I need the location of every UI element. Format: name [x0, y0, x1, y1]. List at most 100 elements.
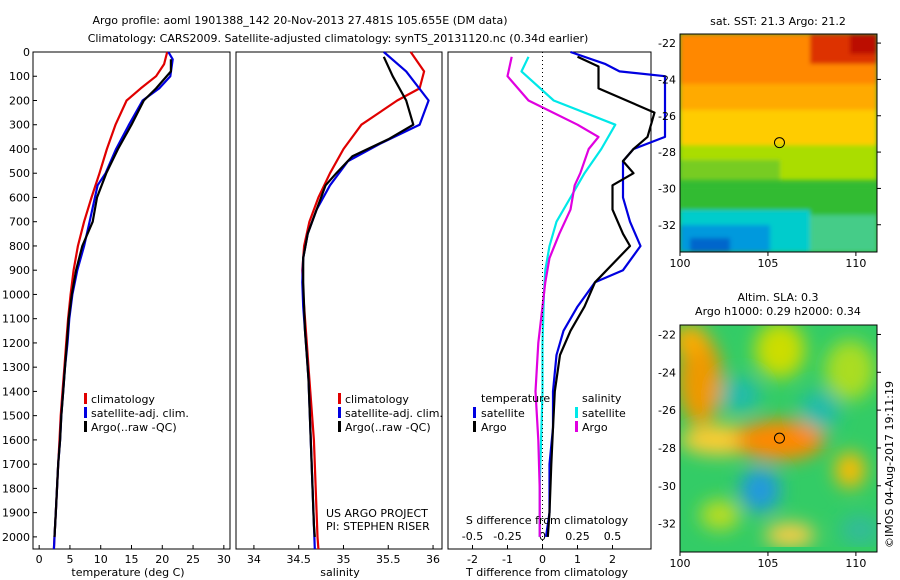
map-x-tick-label: 110	[845, 557, 866, 570]
sla-map-frame	[679, 324, 878, 553]
legend-climatology-swatch	[84, 393, 87, 404]
sla-heatmap	[680, 325, 877, 552]
project-label: US ARGO PROJECT	[326, 507, 428, 520]
map-y-tick-label: -26	[658, 110, 676, 123]
temperature-x-ticks: 0 5 10 15 20 25 30	[36, 545, 231, 566]
depth-tick-label: 0	[23, 46, 30, 59]
depth-tick-label: 1600	[2, 434, 30, 447]
depth-tick-label: 1400	[2, 385, 30, 398]
salinity-tick-label: 35	[336, 553, 350, 566]
depth-tick-label: 800	[9, 240, 30, 253]
map-y-tick-label: -24	[658, 366, 676, 379]
depth-tick-label: 1100	[2, 313, 30, 326]
s-difference-tick-label: -0.5	[462, 530, 483, 543]
depth-tick-label: 2000	[2, 531, 30, 544]
depth-tick-label: 1000	[2, 288, 30, 301]
depth-tick-label: 300	[9, 119, 30, 132]
depth-tick-label: 900	[9, 264, 30, 277]
sst-map-title: sat. SST: 21.3 Argo: 21.2	[710, 15, 846, 28]
s-difference-label: S difference from climatology	[466, 514, 629, 527]
salinity-x-ticks: 34 34.5 35 35.5 36	[247, 545, 440, 566]
s-difference-tick-label: -0.25	[493, 530, 521, 543]
t-difference-tick-label: 2	[609, 553, 616, 566]
title-line-2: Climatology: CARS2009. Satellite-adjuste…	[88, 32, 589, 45]
map-y-tick-label: -28	[658, 146, 676, 159]
difference-xlabel: T difference from climatology	[465, 566, 628, 579]
temperature-series-line	[53, 59, 172, 537]
salinity-series-line	[302, 56, 415, 537]
difference-series-line	[546, 55, 656, 537]
difference-legend: temperature satellite Argo salinity sate…	[473, 392, 626, 434]
temperature-tick-label: 25	[186, 553, 200, 566]
salinity-tick-label: 35.5	[376, 553, 401, 566]
legend-t-argo-label: Argo	[481, 421, 507, 434]
pi-label: PI: STEPHEN RISER	[326, 520, 430, 533]
temperature-xlabel: temperature (deg C)	[71, 566, 184, 579]
difference-plot-frame	[447, 51, 652, 550]
salinity-xlabel: salinity	[320, 566, 360, 579]
s-difference-tick-label: 0.5	[604, 530, 622, 543]
map-x-tick-label: 105	[757, 257, 778, 270]
depth-tick-label: 1200	[2, 337, 30, 350]
map-y-tick-label: -30	[658, 480, 676, 493]
temperature-tick-label: 30	[217, 553, 231, 566]
legend-t-satellite-label: satellite	[481, 407, 525, 420]
depth-tick-label: 1800	[2, 482, 30, 495]
depth-tick-label: 600	[9, 191, 30, 204]
temperature-tick-label: 15	[125, 553, 139, 566]
legend-argo-label: Argo(..raw -QC)	[345, 421, 431, 434]
difference-series-line	[520, 56, 617, 537]
t-difference-tick-label: -2	[467, 553, 478, 566]
legend-satellite-swatch	[338, 407, 341, 418]
legend-salinity-header: salinity	[582, 392, 622, 405]
salinity-tick-label: 34	[247, 553, 261, 566]
depth-tick-label: 200	[9, 94, 30, 107]
imos-credit: ©IMOS 04-Aug-2017 19:11:19	[883, 381, 896, 548]
temperature-tick-label: 5	[66, 553, 73, 566]
difference-series-line	[544, 50, 667, 538]
legend-argo-label: Argo(..raw -QC)	[91, 421, 177, 434]
map-y-tick-label: -28	[658, 442, 676, 455]
legend-temperature-header: temperature	[481, 392, 550, 405]
map-x-tick-label: 110	[845, 257, 866, 270]
map-y-tick-label: -32	[658, 518, 676, 531]
temperature-tick-label: 10	[94, 553, 108, 566]
difference-series-line	[506, 56, 600, 537]
argo-location-marker	[773, 432, 785, 444]
sla-map-title-line1: Altim. SLA: 0.3	[737, 291, 818, 304]
legend-s-satellite-label: satellite	[582, 407, 626, 420]
sst-map-axes: -22 -24 -26 -28 -30 -32 100 105 110	[658, 37, 881, 270]
sla-map-title-line2: Argo h1000: 0.29 h2000: 0.34	[695, 305, 861, 318]
legend-s-argo-label: Argo	[582, 421, 608, 434]
map-x-tick-label: 100	[670, 257, 691, 270]
legend-argo-swatch	[338, 421, 341, 432]
depth-tick-label: 1900	[2, 507, 30, 520]
salinity-tick-label: 34.5	[286, 553, 311, 566]
t-difference-tick-label: 1	[574, 553, 581, 566]
legend-climatology-label: climatology	[345, 393, 409, 406]
t-difference-tick-label: 0	[539, 553, 546, 566]
salinity-legend: climatology satellite-adj. clim. Argo(..…	[338, 393, 443, 434]
map-x-tick-label: 105	[757, 557, 778, 570]
legend-climatology-label: climatology	[91, 393, 155, 406]
legend-argo-swatch	[84, 421, 87, 432]
legend-s-argo-swatch	[575, 421, 578, 432]
depth-tick-label: 500	[9, 167, 30, 180]
sst-map-frame	[679, 33, 878, 253]
map-y-tick-label: -24	[658, 73, 676, 86]
title-line-1: Argo profile: aoml 1901388_142 20-Nov-20…	[92, 14, 507, 27]
depth-tick-label: 700	[9, 216, 30, 229]
legend-satellite-swatch	[84, 407, 87, 418]
salinity-series-line	[301, 51, 426, 550]
depth-tick-label: 1700	[2, 458, 30, 471]
depth-axis: 0 100 200 300 400 500 600 700 800 900 1000 1100 1200…	[2, 46, 37, 544]
temperature-tick-label: 20	[155, 553, 169, 566]
salinity-tick-label: 36	[426, 553, 440, 566]
map-y-tick-label: -26	[658, 404, 676, 417]
map-y-tick-label: -30	[658, 182, 676, 195]
argo-location-marker	[773, 137, 785, 149]
legend-t-satellite-swatch	[473, 407, 476, 418]
sla-map-axes: -22 -24 -26 -28 -30 -32 100 105 110	[658, 328, 881, 570]
